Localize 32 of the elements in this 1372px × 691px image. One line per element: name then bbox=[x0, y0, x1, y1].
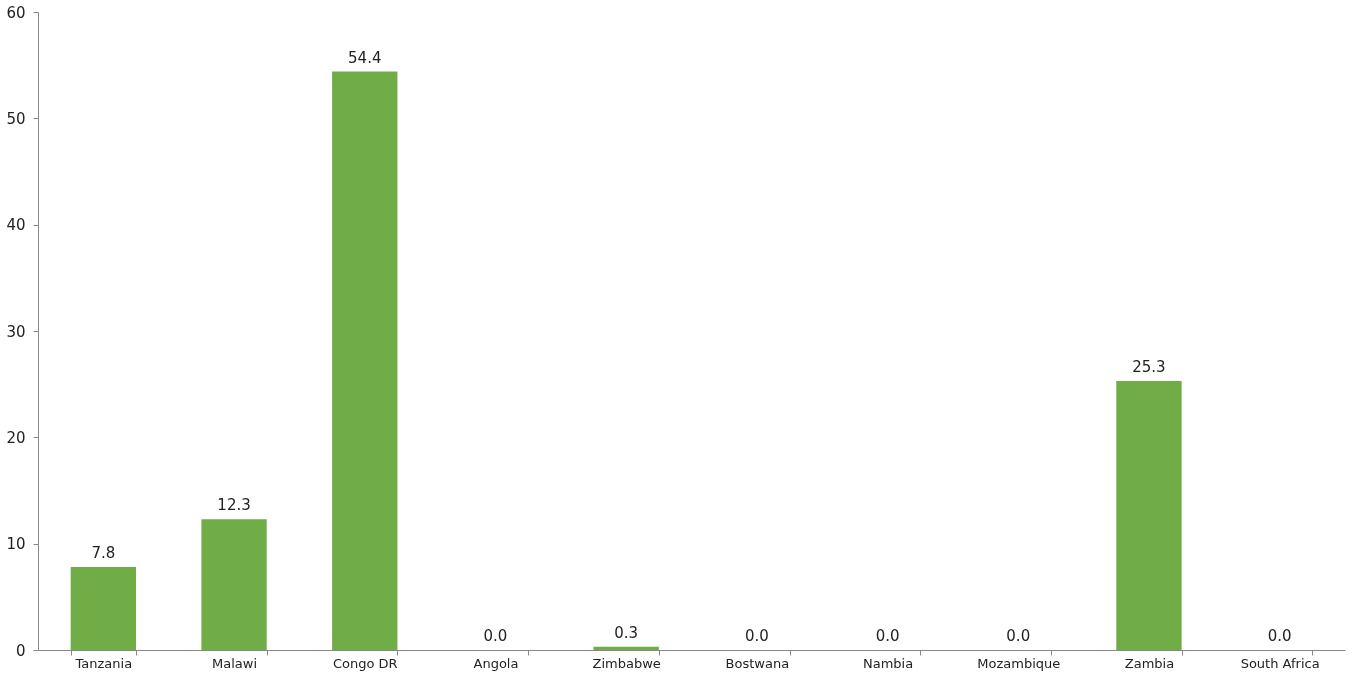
x-tick-label: Nambia bbox=[862, 655, 914, 671]
x-tick-label: Angola bbox=[473, 655, 519, 671]
y-tick-label: 0 bbox=[15, 641, 26, 660]
y-tick-label: 40 bbox=[6, 216, 26, 235]
x-tick-label: South Africa bbox=[1240, 655, 1320, 671]
x-tick-label: Mozambique bbox=[977, 655, 1061, 671]
data-label: 7.8 bbox=[91, 544, 116, 563]
bar bbox=[593, 646, 659, 650]
x-tick-label: Tanzania bbox=[74, 655, 133, 671]
data-label: 0.3 bbox=[614, 623, 639, 642]
x-tick-label: Congo DR bbox=[332, 655, 398, 671]
bar bbox=[201, 519, 267, 650]
data-label: 0.0 bbox=[744, 627, 769, 645]
data-label: 0.0 bbox=[1267, 627, 1292, 645]
y-tick-label: 50 bbox=[6, 109, 26, 128]
y-tick-label: 20 bbox=[6, 428, 26, 447]
x-tick-label: Malawi bbox=[212, 655, 258, 671]
data-label: 12.3 bbox=[217, 496, 251, 515]
data-label: 25.3 bbox=[1132, 357, 1166, 376]
bar bbox=[332, 71, 398, 650]
bar bbox=[1116, 380, 1182, 650]
data-label: 0.0 bbox=[875, 627, 900, 645]
x-tick-label: Zimbabwe bbox=[592, 655, 661, 671]
data-label: 54.4 bbox=[348, 48, 382, 67]
x-tick-label: Bostwana bbox=[725, 655, 790, 671]
data-label: 0.0 bbox=[483, 627, 508, 645]
y-tick-label: 30 bbox=[6, 322, 26, 341]
bar bbox=[70, 567, 137, 650]
y-tick-label: 10 bbox=[6, 535, 26, 554]
x-tick-label: Zambia bbox=[1124, 655, 1175, 671]
y-tick-label: 60 bbox=[6, 3, 26, 22]
data-label: 0.0 bbox=[1006, 627, 1031, 645]
